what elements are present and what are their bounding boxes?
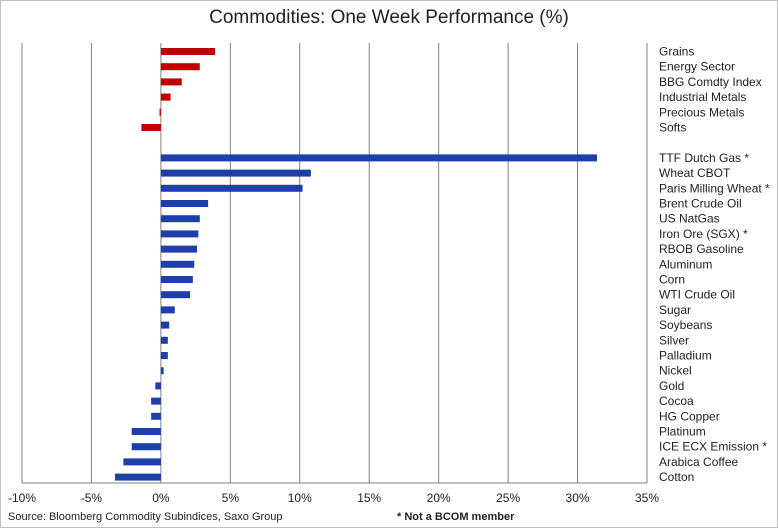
bar xyxy=(159,108,161,116)
x-tick-label: -5% xyxy=(81,491,103,505)
category-label: Aluminum xyxy=(659,257,712,271)
category-label: RBOB Gasoline xyxy=(659,242,744,256)
bar xyxy=(151,397,161,405)
category-label: Sugar xyxy=(659,303,691,317)
bar xyxy=(160,260,195,268)
category-label: Gold xyxy=(659,379,684,393)
bar xyxy=(160,169,311,177)
bcom-footnote: * Not a BCOM member xyxy=(397,511,515,523)
x-tick-label: 25% xyxy=(496,491,520,505)
x-tick-label: 30% xyxy=(566,491,590,505)
x-tick-label: 0% xyxy=(152,491,170,505)
category-label: Soybeans xyxy=(659,318,712,332)
category-label: Palladium xyxy=(659,349,712,363)
bar xyxy=(160,48,216,55)
category-label: Silver xyxy=(659,333,689,347)
bar xyxy=(160,245,197,253)
category-label: HG Copper xyxy=(659,409,720,423)
bar xyxy=(160,352,168,359)
category-label: Softs xyxy=(659,121,686,135)
category-label: Nickel xyxy=(659,364,692,378)
bar xyxy=(131,428,161,435)
bar xyxy=(160,184,303,192)
bar xyxy=(160,93,171,101)
bar xyxy=(160,78,182,86)
bar xyxy=(123,458,161,466)
bar xyxy=(115,473,161,481)
category-label: WTI Crude Oil xyxy=(659,288,735,302)
chart-title: Commodities: One Week Performance (%) xyxy=(209,7,569,28)
category-label: Platinum xyxy=(659,425,706,439)
bar xyxy=(160,230,199,238)
category-label: Wheat CBOT xyxy=(659,166,731,180)
category-label: TTF Dutch Gas * xyxy=(659,151,749,165)
category-label: BBG Comdty Index xyxy=(659,75,762,89)
category-label: Precious Metals xyxy=(659,105,744,119)
category-label: Cocoa xyxy=(659,394,694,408)
category-label: Industrial Metals xyxy=(659,90,746,104)
category-label: Grains xyxy=(659,45,694,59)
bar xyxy=(160,306,175,314)
bar xyxy=(160,154,597,162)
x-tick-label: 10% xyxy=(288,491,312,505)
category-label: Energy Sector xyxy=(659,60,735,74)
category-label: Cotton xyxy=(659,470,694,484)
bar xyxy=(160,291,191,299)
x-tick-label: -10% xyxy=(8,491,36,505)
category-label: ICE ECX Emission * xyxy=(659,440,767,454)
x-tick-label: 20% xyxy=(427,491,451,505)
bar xyxy=(131,443,161,451)
category-label: Corn xyxy=(659,273,685,287)
category-label: Brent Crude Oil xyxy=(659,197,742,211)
bar xyxy=(151,412,161,420)
category-label: US NatGas xyxy=(659,212,720,226)
bar xyxy=(160,276,193,283)
category-label: Iron Ore (SGX) * xyxy=(659,227,748,241)
x-tick-label: 15% xyxy=(357,491,381,505)
bar xyxy=(141,124,161,131)
bar xyxy=(160,215,200,223)
bar xyxy=(160,200,209,207)
x-tick-label: 5% xyxy=(222,491,240,505)
bar xyxy=(160,367,164,375)
category-label: Arabica Coffee xyxy=(659,455,738,469)
bar xyxy=(160,336,168,344)
category-label: Paris Milling Wheat * xyxy=(659,181,770,195)
bar xyxy=(155,382,161,390)
x-tick-label: 35% xyxy=(635,491,659,505)
bar xyxy=(160,321,170,329)
bar xyxy=(160,63,200,71)
source-note: Source: Bloomberg Commodity Subindices, … xyxy=(8,511,283,523)
